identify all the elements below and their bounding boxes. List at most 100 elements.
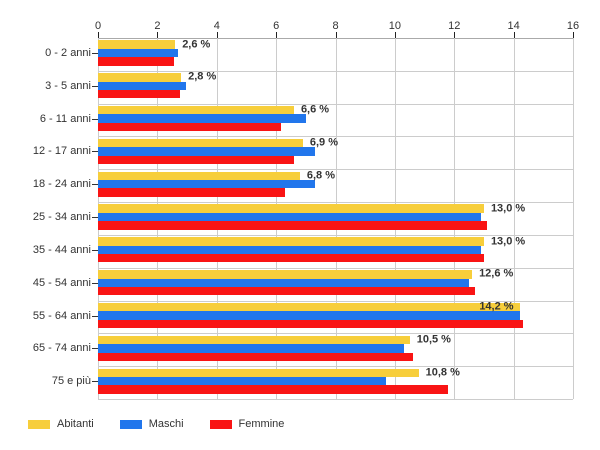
value-label: 14,2 % — [479, 300, 514, 313]
row-separator-gridline — [98, 70, 573, 72]
bar-maschi — [98, 147, 315, 156]
y-category-label: 18 - 24 anni — [32, 178, 91, 191]
x-gridline — [573, 38, 574, 399]
bar-abitanti — [98, 270, 473, 279]
bar-femmine — [98, 319, 523, 329]
legend-swatch-femmine — [209, 419, 232, 429]
row-separator-gridline — [98, 333, 573, 335]
x-tick-mark — [98, 32, 99, 38]
y-tick-mark — [92, 217, 98, 219]
x-tick-mark — [394, 32, 396, 38]
value-label: 2,6 % — [182, 38, 211, 51]
y-tick-mark — [92, 282, 98, 284]
value-label: 6,9 % — [309, 136, 338, 149]
legend-label-maschi: Maschi — [148, 418, 184, 430]
x-tick-mark — [276, 32, 278, 38]
bar-femmine — [98, 254, 484, 263]
bar-abitanti — [98, 302, 520, 312]
value-label: 10,8 % — [425, 366, 460, 379]
bar-abitanti — [98, 106, 294, 115]
bar-maschi — [98, 48, 179, 58]
bar-abitanti — [98, 73, 182, 82]
y-tick-mark — [92, 151, 98, 153]
legend-item-maschi[interactable]: Maschi — [119, 418, 184, 430]
bar-abitanti — [98, 335, 410, 345]
y-category-label: 55 - 64 anni — [32, 309, 91, 322]
x-tick-mark — [454, 32, 456, 38]
row-separator-gridline — [98, 267, 573, 269]
bar-femmine — [98, 221, 487, 230]
bar-femmine — [98, 90, 180, 99]
y-tick-mark — [92, 85, 98, 87]
x-tick-mark — [157, 32, 159, 38]
value-label: 13,0 % — [490, 235, 526, 247]
bar-abitanti — [98, 40, 176, 49]
bar-abitanti — [98, 368, 419, 377]
x-tick-label: 8 — [332, 20, 339, 32]
x-tick-mark — [573, 32, 574, 38]
bar-maschi — [98, 311, 520, 320]
y-tick-mark — [92, 348, 98, 350]
plot-bottom-border — [98, 399, 573, 400]
bar-maschi — [98, 376, 386, 386]
y-tick-mark — [92, 53, 98, 54]
bar-abitanti — [98, 171, 300, 181]
x-tick-mark — [216, 32, 218, 38]
legend-label-femmine: Femmine — [238, 418, 285, 430]
bar-abitanti — [98, 237, 484, 246]
bar-femmine — [98, 286, 476, 296]
value-label: 2,8 % — [188, 70, 217, 83]
y-category-label: 75 e più — [51, 375, 91, 388]
bar-maschi — [98, 212, 481, 222]
y-tick-mark — [92, 381, 98, 383]
row-separator-gridline — [98, 234, 573, 236]
bar-maschi — [98, 344, 404, 353]
y-category-label: 25 - 34 anni — [32, 211, 91, 224]
y-category-label: 3 - 5 anni — [45, 79, 91, 92]
x-tick-mark — [335, 32, 337, 38]
x-tick-label: 16 — [566, 20, 580, 32]
y-axis-labels: 0 - 2 anni 3 - 5 anni 6 - 11 anni 12 - 17 a… — [0, 38, 91, 399]
value-label: 10,5 % — [416, 333, 451, 346]
y-category-label: 0 - 2 anni — [45, 47, 91, 59]
legend-label-abitanti: Abitanti — [57, 418, 94, 430]
bar-femmine — [98, 385, 449, 394]
row-separator-gridline — [98, 136, 573, 138]
x-gridline — [513, 38, 515, 399]
value-label: 13,0 % — [490, 202, 526, 215]
bar-maschi — [98, 278, 470, 287]
bar-maschi — [98, 114, 306, 123]
x-tick-label: 14 — [507, 20, 520, 32]
row-separator-gridline — [98, 202, 573, 204]
bar-maschi — [98, 180, 315, 189]
x-tick-label: 0 — [94, 20, 102, 32]
legend-swatch-maschi — [119, 419, 142, 429]
y-tick-mark — [92, 184, 98, 186]
row-separator-gridline — [98, 300, 573, 302]
x-tick-label: 4 — [213, 20, 220, 32]
bar-femmine — [98, 188, 286, 197]
y-tick-mark — [92, 249, 98, 251]
x-tick-label: 6 — [273, 20, 280, 32]
x-tick-mark — [513, 32, 515, 38]
bar-abitanti — [98, 204, 484, 213]
legend: Abitanti Maschi Femmine — [28, 418, 284, 430]
x-tick-label: 10 — [388, 20, 401, 32]
bar-femmine — [98, 155, 294, 165]
row-separator-gridline — [98, 366, 573, 368]
row-separator-gridline — [98, 103, 573, 105]
value-label: 6,6 % — [300, 103, 330, 116]
y-tick-mark — [92, 315, 98, 317]
x-tick-label: 2 — [154, 20, 161, 32]
legend-item-femmine[interactable]: Femmine — [209, 418, 285, 430]
y-category-label: 12 - 17 anni — [32, 145, 91, 158]
y-category-label: 6 - 11 anni — [39, 112, 91, 125]
y-category-label: 65 - 74 anni — [32, 342, 91, 355]
legend-item-abitanti[interactable]: Abitanti — [28, 418, 94, 430]
y-category-label: 35 - 44 anni — [32, 243, 91, 256]
plot-area: 0 2 4 6 8 10 12 14 16 2,6 % 2,8 % 6,6 % 6,9 % 6,8 % 13… — [92, 20, 579, 400]
bar-femmine — [98, 122, 281, 132]
bar-femmine — [98, 352, 413, 361]
bar-femmine — [98, 57, 174, 66]
